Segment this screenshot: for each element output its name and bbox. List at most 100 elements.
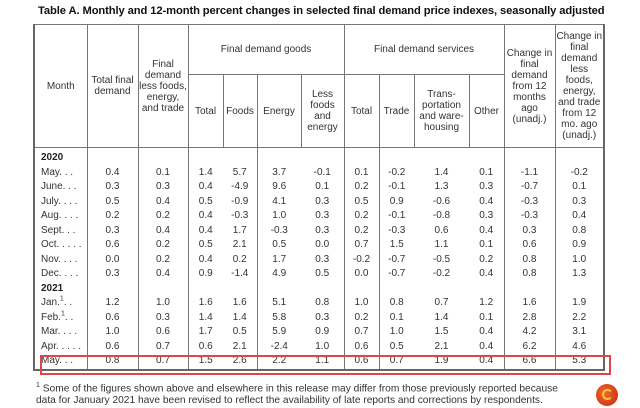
value-cell: 0.4 (187, 223, 223, 238)
value-cell: 1.0 (86, 325, 139, 340)
header-services-total: Total (343, 74, 380, 148)
year-label: 2020 (33, 151, 88, 166)
month-cell: Apr. . . . . (33, 339, 88, 354)
spacer-row (33, 147, 605, 151)
empty-cell (223, 282, 257, 297)
value-cell: 1.1 (434, 239, 449, 250)
value-cell: -0.7 (378, 252, 414, 267)
footnote-ref: 1 (59, 295, 64, 303)
value-cell: 0.4 (469, 339, 505, 354)
value-cell: 0.1 (137, 165, 189, 180)
value-cell: 0.5 (354, 195, 369, 207)
value-cell: 5.9 (256, 325, 301, 340)
empty-cell (137, 281, 189, 296)
month-label: July. . . . (41, 195, 78, 207)
value-cell: 0.4 (469, 267, 505, 282)
value-cell: -0.9 (231, 195, 249, 207)
month-cell: June. . . (33, 180, 88, 195)
value-cell: 0.4 (137, 194, 189, 209)
footnote-line-1: Some of the figures shown above and else… (42, 383, 558, 395)
value-cell: 1.0 (378, 325, 414, 340)
value-cell: 1.7 (232, 224, 247, 236)
month-cell: Aug. . . . (33, 209, 88, 224)
value-cell: 0.3 (137, 180, 189, 195)
table-row: May. . . 0.4 0.1 1.4 5.7 3.7 -0.1 0.1 -0.2 1.4 0.1… (33, 165, 605, 180)
value-cell: 0.3 (469, 209, 505, 224)
footnote-line-2: data for January 2021 have been revised … (36, 394, 543, 406)
year-row: 2021 (33, 281, 605, 297)
value-cell: 0.2 (354, 311, 369, 323)
value-cell: 0.6 (137, 325, 189, 340)
empty-cell (378, 281, 414, 296)
value-cell: 0.3 (469, 180, 505, 195)
cngold-logo-icon (596, 384, 618, 406)
value-cell: 0.1 (378, 310, 414, 325)
value-cell: 0.1 (301, 180, 345, 195)
header-services-other: Other (468, 74, 505, 148)
month-label: Oct. . . . . (41, 239, 82, 250)
value-cell: 6.6 (504, 354, 556, 371)
month-cell: Feb.1. . (33, 310, 88, 325)
value-cell: 0.6 (86, 339, 139, 354)
value-cell: 0.7 (354, 239, 369, 250)
value-cell: -0.7 (504, 180, 556, 195)
month-label: Nov. . . . (41, 253, 78, 265)
value-cell: 0.5 (378, 339, 414, 354)
header-goods-total: Total (187, 74, 224, 148)
price-index-table: Month Total final demand Final demand le… (33, 24, 605, 371)
empty-cell (256, 151, 301, 166)
header-month: Month (33, 24, 88, 148)
empty-cell (223, 151, 257, 166)
header-goods-group: Final demand goods (187, 24, 345, 75)
value-cell: 2.2 (256, 354, 301, 371)
header-services-trade: Trade (378, 74, 415, 148)
value-cell: 0.8 (504, 267, 556, 282)
month-label: May. . . (41, 355, 74, 366)
value-cell: -0.1 (378, 209, 414, 224)
value-cell: -0.2 (378, 165, 414, 180)
table-row: July. . . . 0.5 0.4 0.5 -0.9 4.1 0.3 0.5 0.9 -0.6… (33, 194, 605, 209)
value-cell: 0.4 (187, 252, 223, 267)
value-cell: 2.1 (232, 340, 247, 352)
value-cell: 0.9 (301, 325, 345, 340)
table-row: Sept. . . 0.3 0.4 0.4 1.7 -0.3 0.3 0.2 -0.3 0.6 0.… (33, 223, 605, 238)
spacer-cell (301, 147, 345, 151)
value-cell: 3.7 (256, 165, 301, 180)
value-cell: 0.2 (232, 253, 247, 265)
value-cell: 2.6 (223, 354, 257, 371)
table-title: Table A. Monthly and 12-month percent ch… (38, 5, 605, 17)
value-cell: 1.0 (256, 209, 301, 224)
header-less-foods-energy-trade: Final demand less foods, energy, and tra… (137, 24, 189, 148)
value-cell: 0.1 (554, 180, 605, 195)
year-row: 2020 (33, 151, 605, 166)
month-label: Dec. . . . (41, 268, 79, 279)
spacer-cell (187, 147, 223, 151)
footnote: 1 Some of the figures shown above and el… (36, 380, 558, 406)
value-cell: 2.1 (434, 340, 449, 352)
value-cell: -0.5 (432, 253, 451, 265)
empty-cell (414, 151, 469, 166)
spacer-cell (554, 147, 605, 151)
header-services-group: Final demand services (343, 24, 505, 75)
value-cell: 0.8 (554, 223, 605, 238)
value-cell: 0.2 (469, 252, 505, 267)
header-total-final-demand: Total final demand (86, 24, 139, 148)
value-cell: 0.9 (554, 238, 605, 253)
month-label: Jan. (41, 297, 60, 308)
empty-cell (504, 151, 556, 166)
value-cell: 0.7 (137, 354, 189, 371)
value-cell: 0.6 (187, 339, 223, 354)
month-label: June. . . (41, 181, 77, 192)
value-cell: 0.5 (187, 238, 223, 253)
value-cell: 1.0 (137, 296, 189, 311)
value-cell: 5.7 (232, 166, 247, 178)
value-cell: 0.4 (86, 165, 139, 180)
value-cell: 0.9 (187, 267, 223, 282)
year-label: 2021 (33, 281, 88, 296)
value-cell: -0.1 (378, 180, 414, 195)
month-label: Apr. . . . . (41, 340, 82, 352)
spacer-cell (256, 147, 301, 151)
empty-cell (86, 151, 139, 166)
value-cell: 0.4 (187, 180, 223, 195)
value-cell: 1.0 (554, 252, 605, 267)
